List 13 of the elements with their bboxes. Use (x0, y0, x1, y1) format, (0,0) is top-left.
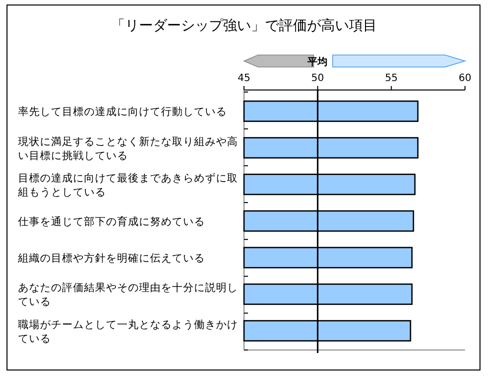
y-tick-label: 目標の達成に向けて最後まであきらめずに取組もうとしている (17, 171, 238, 198)
y-tick-label: あなたの評価結果やその理由を十分に説明している (18, 281, 238, 308)
y-tick-label: 仕事を通じて部下の育成に努めている (18, 215, 205, 228)
y-tick-label: 率先して目標の達成に向けて行動している (18, 105, 227, 118)
x-tick-label: 55 (384, 73, 398, 84)
x-tick-label: 60 (458, 73, 472, 84)
x-tick-label: 45 (238, 73, 250, 84)
x-tick-label: 50 (311, 73, 324, 84)
y-tick-label: 組織の目標や方針を明確に伝えている (17, 252, 205, 265)
y-tick-label: 現状に満足することなく新たな取り組みや高い目標に挑戦している (18, 134, 238, 162)
chart-title: 「リーダーシップ強い」で評価が高い項目 (111, 18, 377, 34)
ref-line-label: 平均 (306, 56, 328, 68)
y-tick-label: 職場がチームとして一丸となるよう働きかけている (18, 318, 238, 345)
